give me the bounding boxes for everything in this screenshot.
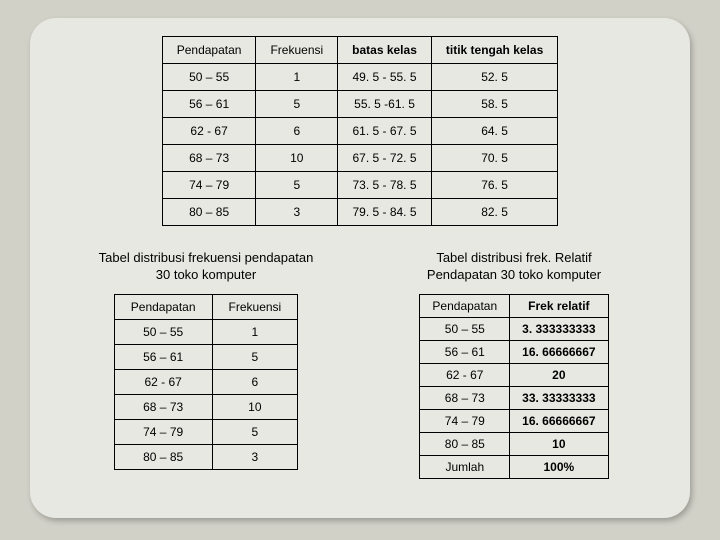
table-row: 80 – 8510: [420, 432, 608, 455]
main-table: Pendapatan Frekuensi batas kelas titik t…: [162, 36, 559, 226]
table-row: Jumlah100%: [420, 455, 608, 478]
col-titik-tengah: titik tengah kelas: [431, 37, 557, 64]
left-caption: Tabel distribusi frekuensi pendapatan 30…: [58, 250, 354, 284]
right-column: Tabel distribusi frek. Relatif Pendapata…: [366, 244, 662, 479]
table-row: 74 – 795: [114, 419, 297, 444]
table-row: 50 – 553. 333333333: [420, 317, 608, 340]
table-row: 80 – 85 3 79. 5 - 84. 5 82. 5: [162, 199, 558, 226]
table-row: 62 - 676: [114, 369, 297, 394]
table-header-row: Pendapatan Frekuensi: [114, 294, 297, 319]
bottom-row: Tabel distribusi frekuensi pendapatan 30…: [58, 244, 662, 479]
table-row: 50 – 55 1 49. 5 - 55. 5 52. 5: [162, 64, 558, 91]
table-row: 62 - 67 6 61. 5 - 67. 5 64. 5: [162, 118, 558, 145]
table-row: 68 – 73 10 67. 5 - 72. 5 70. 5: [162, 145, 558, 172]
right-table: Pendapatan Frek relatif 50 – 553. 333333…: [419, 294, 608, 479]
table-row: 68 – 7333. 33333333: [420, 386, 608, 409]
col-pendapatan: Pendapatan: [162, 37, 256, 64]
table-row: 80 – 853: [114, 444, 297, 469]
table-row: 62 - 6720: [420, 363, 608, 386]
table-row: 56 – 615: [114, 344, 297, 369]
left-column: Tabel distribusi frekuensi pendapatan 30…: [58, 244, 354, 479]
left-table: Pendapatan Frekuensi 50 – 551 56 – 615 6…: [114, 294, 298, 470]
table-row: 74 – 79 5 73. 5 - 78. 5 76. 5: [162, 172, 558, 199]
table-row: 68 – 7310: [114, 394, 297, 419]
col-batas-kelas: batas kelas: [338, 37, 432, 64]
right-caption: Tabel distribusi frek. Relatif Pendapata…: [366, 250, 662, 284]
content-card: Pendapatan Frekuensi batas kelas titik t…: [30, 18, 690, 518]
table-row: 56 – 6116. 66666667: [420, 340, 608, 363]
table-header-row: Pendapatan Frekuensi batas kelas titik t…: [162, 37, 558, 64]
col-frekuensi: Frekuensi: [256, 37, 338, 64]
table-row: 56 – 61 5 55. 5 -61. 5 58. 5: [162, 91, 558, 118]
table-row: 74 – 7916. 66666667: [420, 409, 608, 432]
table-row: 50 – 551: [114, 319, 297, 344]
table-header-row: Pendapatan Frek relatif: [420, 294, 608, 317]
